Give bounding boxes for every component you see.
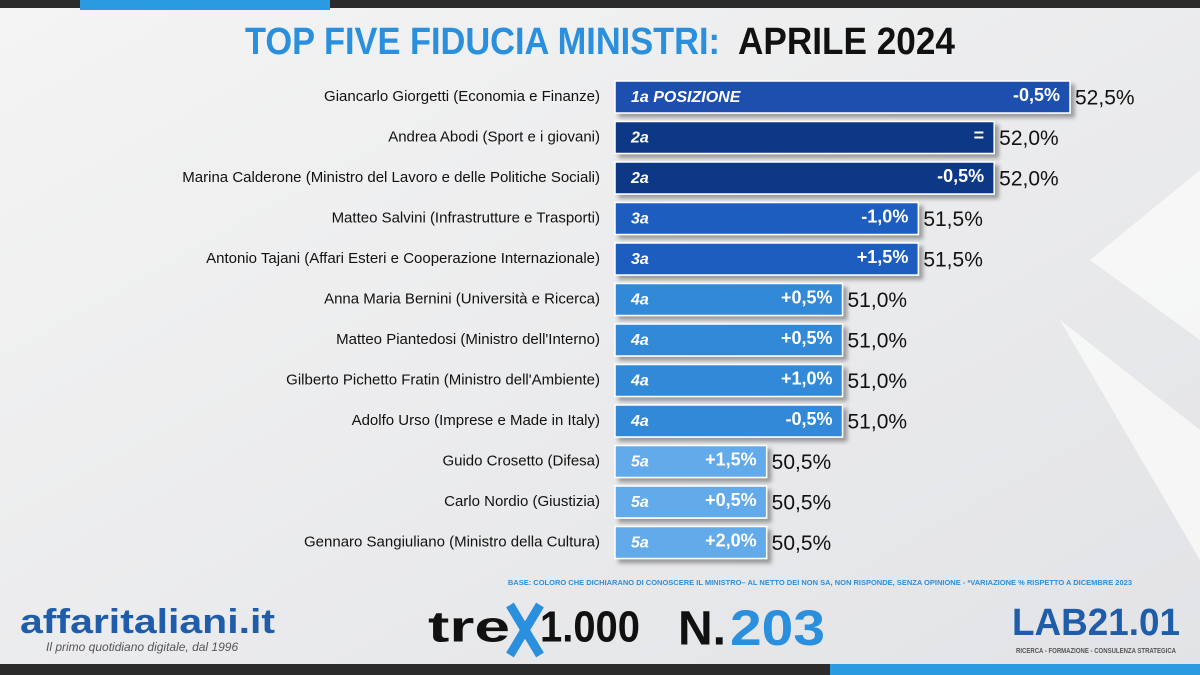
bar bbox=[614, 363, 844, 398]
category-label: Andrea Abodi (Sport e i giovani) bbox=[388, 128, 600, 145]
value-label: 51,0% bbox=[848, 411, 908, 434]
position-label: 1a POSIZIONE bbox=[631, 89, 742, 106]
publisher-logo: affaritaliani.it bbox=[20, 603, 275, 641]
value-label: 51,0% bbox=[848, 370, 908, 393]
change-label: +0,5% bbox=[781, 328, 833, 348]
value-label: 52,5% bbox=[1075, 87, 1135, 110]
value-label: 50,5% bbox=[772, 492, 832, 515]
category-label: Gennaro Sangiuliano (Ministro della Cult… bbox=[304, 533, 600, 550]
value-label: 51,0% bbox=[848, 330, 908, 353]
bar bbox=[614, 323, 844, 357]
change-label: -0,5% bbox=[785, 409, 832, 429]
chart-title: TOP FIVE FIDUCIA MINISTRI: bbox=[245, 21, 720, 63]
number-label: N. bbox=[678, 603, 726, 656]
value-label: 51,5% bbox=[923, 249, 983, 272]
footnote: BASE: COLORO CHE DICHIARANO DI CONOSCERE… bbox=[508, 578, 1132, 587]
value-label: 52,0% bbox=[999, 168, 1059, 191]
category-label: Gilberto Pichetto Fratin (Ministro dell'… bbox=[286, 371, 600, 388]
change-label: -1,0% bbox=[861, 206, 908, 226]
bar bbox=[614, 161, 995, 195]
lab-tagline: RICERCA - FORMAZIONE - CONSULENZA STRATE… bbox=[1016, 648, 1176, 655]
change-label: +1,5% bbox=[857, 247, 909, 267]
change-label: -0,5% bbox=[937, 166, 984, 186]
category-label: Guido Crosetto (Difesa) bbox=[442, 452, 600, 469]
change-label: = bbox=[974, 125, 985, 145]
bar bbox=[614, 444, 768, 479]
position-label: 5a bbox=[631, 494, 649, 511]
bar bbox=[614, 525, 768, 560]
category-label: Marina Calderone (Ministro del Lavoro e … bbox=[182, 169, 600, 186]
category-label: Anna Maria Bernini (Università e Ricerca… bbox=[324, 290, 600, 307]
position-label: 4a bbox=[630, 413, 649, 430]
decor bbox=[1090, 170, 1200, 340]
chart-subtitle: APRILE 2024 bbox=[738, 21, 955, 63]
position-label: 3a bbox=[631, 211, 649, 228]
top-strip bbox=[0, 0, 1200, 8]
series-logo-x bbox=[506, 602, 544, 658]
bar bbox=[614, 120, 995, 155]
category-label: Giancarlo Giorgetti (Economia e Finanze) bbox=[324, 88, 600, 105]
value-label: 50,5% bbox=[772, 451, 832, 474]
category-label: Carlo Nordio (Giustizia) bbox=[444, 493, 600, 510]
position-label: 2a bbox=[630, 130, 649, 147]
position-label: 5a bbox=[631, 535, 649, 552]
position-label: 4a bbox=[630, 373, 649, 390]
value-label: 51,5% bbox=[923, 208, 983, 231]
change-label: -0,5% bbox=[1013, 85, 1060, 105]
position-label: 4a bbox=[630, 292, 649, 309]
lab-logo: LAB21.01 bbox=[1012, 602, 1180, 644]
position-label: 4a bbox=[630, 332, 649, 349]
change-label: +2,0% bbox=[705, 530, 757, 550]
change-label: +1,5% bbox=[705, 449, 757, 469]
value-label: 51,0% bbox=[848, 289, 908, 312]
bar bbox=[614, 242, 920, 276]
bottom-accent bbox=[830, 664, 1200, 675]
category-label: Matteo Salvini (Infrastrutture e Traspor… bbox=[332, 209, 600, 226]
bar bbox=[614, 80, 1071, 114]
position-label: 2a bbox=[630, 170, 649, 187]
series-logo-a: tre bbox=[428, 603, 510, 652]
position-label: 5a bbox=[631, 454, 649, 471]
number: 203 bbox=[730, 600, 825, 656]
category-label: Adolfo Urso (Imprese e Made in Italy) bbox=[352, 412, 600, 429]
category-label: Matteo Piantedosi (Ministro dell'Interno… bbox=[336, 331, 600, 348]
change-label: +0,5% bbox=[781, 287, 833, 307]
change-label: +0,5% bbox=[705, 490, 757, 510]
publisher-tagline: Il primo quotidiano digitale, dal 1996 bbox=[46, 640, 238, 654]
bottom-strip bbox=[0, 664, 1200, 675]
top-accent bbox=[80, 0, 330, 10]
series-logo-b: 1.000 bbox=[540, 603, 640, 652]
bar bbox=[614, 404, 844, 438]
category-label: Antonio Tajani (Affari Esteri e Cooperaz… bbox=[206, 250, 600, 267]
value-label: 50,5% bbox=[772, 532, 832, 555]
decor bbox=[1060, 320, 1200, 560]
value-label: 52,0% bbox=[999, 127, 1059, 150]
bar bbox=[614, 485, 768, 519]
bar bbox=[614, 201, 920, 236]
position-label: 3a bbox=[631, 251, 649, 268]
bar bbox=[614, 282, 844, 317]
change-label: +1,0% bbox=[781, 368, 833, 388]
